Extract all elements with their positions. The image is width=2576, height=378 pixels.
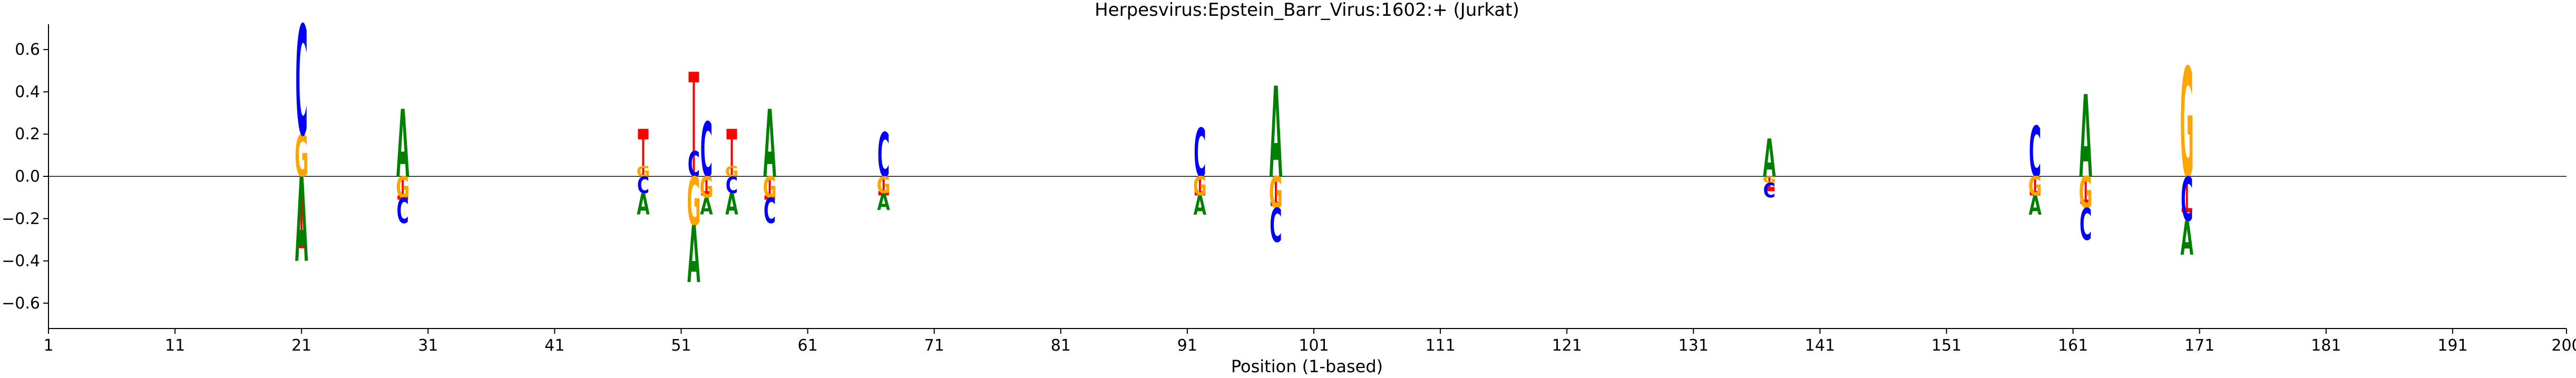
logo-letter-G: G	[396, 171, 409, 205]
x-tick-label: 131	[1679, 336, 1709, 355]
x-tick-label: 141	[1805, 336, 1835, 355]
x-tick-label: 61	[798, 336, 818, 355]
logo-letter-A: A	[1194, 190, 1207, 221]
y-tick-label: 0.6	[15, 41, 40, 59]
x-tick-label: 200	[2551, 336, 2576, 355]
logo-letter-C: C	[2029, 112, 2041, 193]
logo-letter-G: G	[1193, 171, 1207, 202]
logo-letter-A: A	[763, 91, 776, 198]
logo-letter-G: G	[2028, 171, 2042, 202]
x-tick-label: 101	[1299, 336, 1329, 355]
marker-bar	[764, 195, 775, 200]
logo-letter-C: C	[700, 107, 713, 195]
logo-letter-C: C	[726, 172, 738, 200]
x-tick-label: 11	[165, 336, 185, 355]
logo-letter-C: C	[2080, 200, 2092, 250]
x-tick-label: 191	[2437, 336, 2467, 355]
logo-letter-C: C	[637, 172, 649, 200]
marker-bar	[2181, 208, 2192, 213]
logo-letter-G: G	[2079, 168, 2093, 218]
marker-square	[638, 128, 649, 140]
logo-letter-C: C	[764, 191, 776, 231]
x-tick-label: 151	[1931, 336, 1962, 355]
logo-letter-G: G	[700, 171, 714, 205]
logo-letter-C: C	[397, 191, 409, 231]
y-tick-label: −0.6	[2, 294, 40, 313]
marker-square	[688, 72, 699, 83]
logo-letter-A: A	[2180, 212, 2193, 265]
chart-title: Herpesvirus:Epstein_Barr_Virus:1602:+ (J…	[1095, 0, 1519, 21]
marker-bar	[701, 191, 712, 196]
logo-letter-C: C	[2181, 164, 2193, 235]
x-axis: 1 11 21 31 41 51 61 71 81 91 101 111 121 131 141 151 161…	[43, 328, 2576, 355]
y-axis: −0.6 −0.4 −0.2 0.0 0.2 0.4 0.6	[2, 24, 49, 329]
logo-letter-G: G	[877, 172, 891, 200]
logo-letter-C: C	[1194, 114, 1206, 192]
x-tick-label: 21	[291, 336, 311, 355]
logo-letter-A: A	[295, 154, 308, 289]
logo-letter-G: G	[725, 163, 739, 180]
logo-letter-G: G	[295, 123, 308, 191]
x-tick-label: 1	[43, 336, 53, 355]
x-tick-label: 91	[1177, 336, 1197, 355]
marker-bar	[296, 244, 307, 248]
logo-letter-G: G	[2180, 36, 2194, 212]
x-tick-label: 121	[1552, 336, 1582, 355]
x-tick-label: 81	[1051, 336, 1071, 355]
y-tick-label: −0.4	[2, 252, 40, 271]
logo-letter-G: G	[687, 163, 701, 241]
logo-letter-A: A	[2028, 190, 2042, 221]
logo-letter-A: A	[1270, 61, 1283, 206]
logo-letter-A: A	[1763, 129, 1776, 189]
x-tick-label: 171	[2184, 336, 2214, 355]
logo-letter-G: G	[1762, 175, 1776, 185]
logo-letter-G: G	[636, 163, 650, 180]
x-tick-label: 41	[544, 336, 564, 355]
logo-letter-A: A	[637, 187, 650, 222]
x-tick-label: 71	[924, 336, 944, 355]
logo-letter-A: A	[877, 189, 890, 216]
y-tick-label: 0.4	[15, 83, 40, 101]
logo-letter-A: A	[725, 187, 738, 222]
logo-letter-A: A	[396, 91, 409, 198]
x-tick-label: 51	[671, 336, 691, 355]
marker-bar	[1270, 202, 1281, 206]
logo-letter-C: C	[296, 0, 308, 170]
logo-letter-C: C	[1270, 199, 1282, 253]
logo-letter-A: A	[687, 210, 700, 301]
x-tick-label: 111	[1425, 336, 1455, 355]
logo-letter-A: A	[2079, 73, 2092, 204]
marker-bar	[397, 195, 408, 200]
logo-letter-C: C	[877, 120, 890, 191]
x-tick-label: 161	[2058, 336, 2088, 355]
x-tick-label: 181	[2311, 336, 2341, 355]
logo-letter-G: G	[1269, 168, 1283, 218]
marker-square	[726, 128, 737, 140]
logo-letter-A: A	[700, 193, 713, 221]
logo-letter-C: C	[1763, 179, 1775, 203]
y-tick-label: −0.2	[2, 210, 40, 228]
x-axis-label: Position (1-based)	[1231, 356, 1383, 376]
logo-letter-C: C	[688, 145, 700, 185]
marker-bar	[2080, 200, 2091, 204]
y-tick-label: 0.0	[15, 167, 40, 186]
y-tick-label: 0.2	[15, 125, 40, 144]
logo-letter-G: G	[763, 171, 777, 205]
marker-bar	[1194, 191, 1205, 196]
marker-bar	[1764, 187, 1775, 192]
marker-bar	[878, 191, 889, 196]
marker-bar	[2029, 191, 2041, 196]
x-tick-label: 31	[418, 336, 438, 355]
